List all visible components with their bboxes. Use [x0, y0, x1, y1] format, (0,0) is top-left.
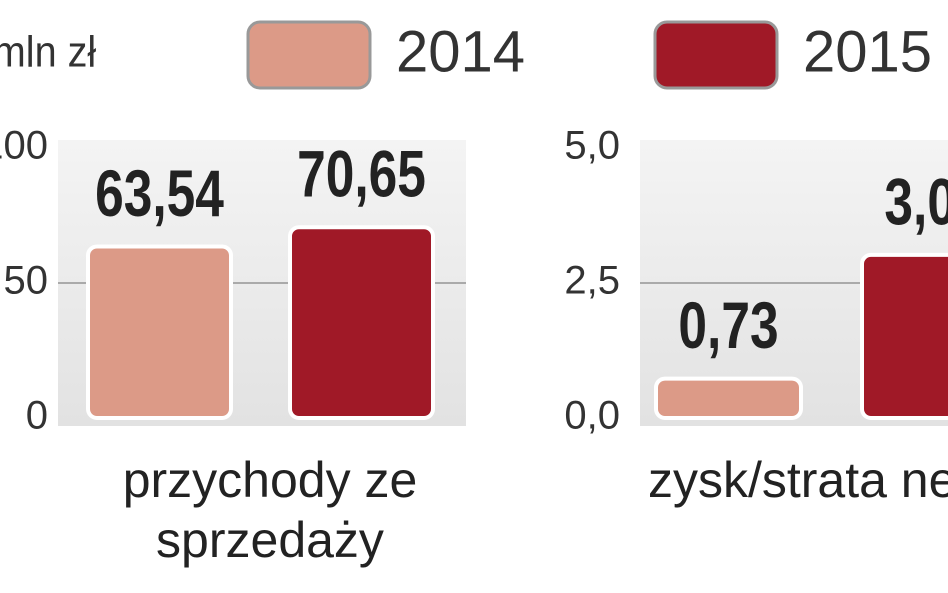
y-tick-label: 5,0	[564, 124, 620, 168]
value-label: 63,54	[95, 156, 224, 231]
category-label-box: zysk/strata netto	[647, 452, 948, 508]
value-label: 3,02	[884, 164, 948, 239]
category-label: zysk/strata netto	[647, 452, 948, 508]
legend-swatch	[653, 20, 779, 90]
bar	[654, 376, 803, 420]
value-label: 70,65	[297, 136, 426, 211]
y-tick-label: 0,0	[564, 394, 620, 438]
y-tick-label: 100	[0, 124, 48, 168]
legend-swatch	[246, 20, 372, 90]
y-tick-label: 2,5	[564, 259, 620, 303]
value-label-group: 63,54	[95, 156, 224, 231]
category-label: przychody ze sprzedaży	[122, 452, 418, 568]
bar	[860, 252, 948, 420]
bar	[288, 225, 435, 420]
legend-label: 2014	[396, 19, 525, 84]
value-label-group: 70,65	[297, 136, 426, 211]
y-tick-label: 0	[26, 394, 48, 438]
bar	[86, 244, 233, 420]
legend-label: 2015	[803, 19, 932, 84]
value-label-group: 0,73	[678, 288, 778, 363]
unit-label: mln zł	[0, 27, 97, 76]
y-tick-label: 50	[4, 259, 49, 303]
value-label-group: 3,02	[884, 164, 948, 239]
value-label: 0,73	[678, 288, 778, 363]
category-label-box: przychody ze sprzedaży	[122, 452, 418, 568]
